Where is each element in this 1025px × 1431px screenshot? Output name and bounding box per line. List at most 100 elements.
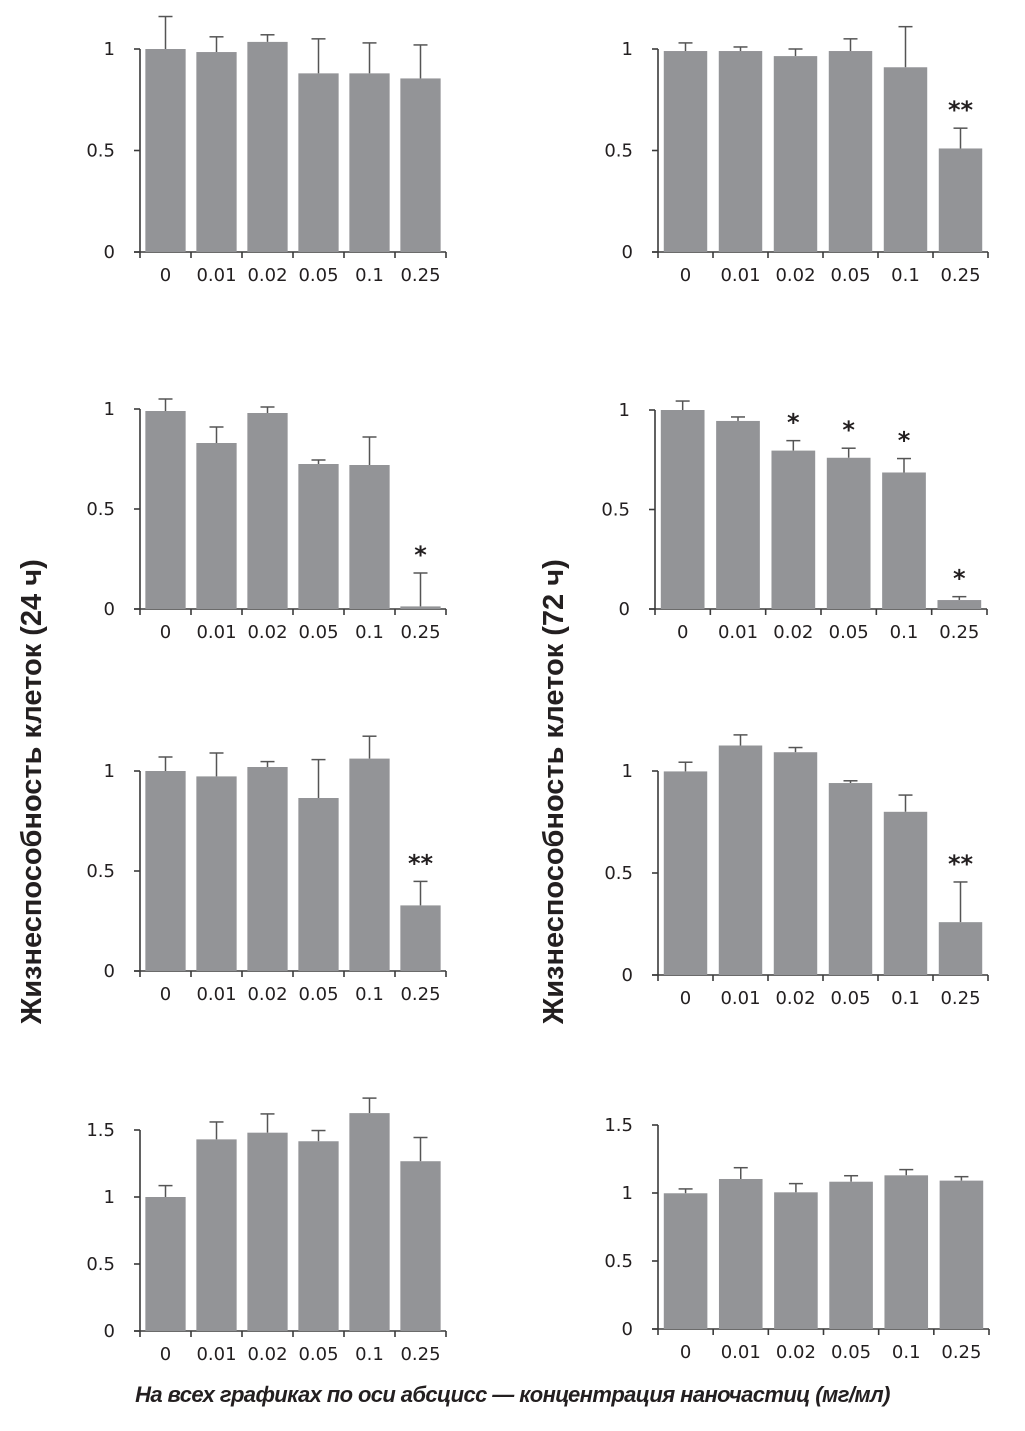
bar <box>829 1181 873 1329</box>
y-tick-label: 1 <box>104 761 115 782</box>
y-axis-label-72h: Жизнеспособность клеток (72 ч) <box>538 559 570 1024</box>
x-tick-label: 0 <box>160 984 171 1005</box>
x-tick-label: 0.25 <box>400 265 440 286</box>
x-tick-label: 0.01 <box>721 1342 761 1363</box>
x-tick-label: 0.05 <box>830 988 870 1009</box>
y-tick-label: 0 <box>622 965 633 986</box>
bar <box>196 52 237 252</box>
bar <box>298 73 339 252</box>
significance-mark: * <box>842 416 855 444</box>
significance-mark: * <box>953 565 966 593</box>
bar <box>298 464 339 609</box>
y-tick-label: 1.5 <box>86 1120 115 1141</box>
x-tick-label: 0 <box>160 622 171 643</box>
bar <box>663 51 708 252</box>
y-tick-label: 0 <box>622 242 633 263</box>
x-tick-label: 0.01 <box>196 984 236 1005</box>
y-tick-label: 0 <box>104 961 115 982</box>
bar <box>349 73 390 252</box>
bar <box>247 41 288 252</box>
x-tick-label: 0.05 <box>298 265 338 286</box>
significance-mark: * <box>898 427 911 455</box>
significance-mark: ** <box>948 850 974 878</box>
bar <box>196 443 237 609</box>
x-tick-label: 0.05 <box>298 984 338 1005</box>
bar <box>939 1180 984 1329</box>
bar-chart-8: 0 0.5 1 1.5 0 0.01 0.02 0.05 0.1 0.25 <box>604 1115 990 1363</box>
bar <box>883 811 928 975</box>
bar <box>663 1193 708 1329</box>
x-tick-label: 0.02 <box>775 265 815 286</box>
x-tick-label: 0.02 <box>247 265 287 286</box>
significance-mark: ** <box>408 849 434 877</box>
bar <box>828 51 873 252</box>
y-tick-label: 1 <box>104 1187 115 1208</box>
y-tick-label: 0.5 <box>86 861 115 882</box>
significance-mark: * <box>787 409 800 437</box>
bar <box>718 1178 763 1329</box>
x-tick-label: 0.02 <box>775 988 815 1009</box>
x-tick-label: 0.1 <box>891 265 920 286</box>
x-tick-label: 0.25 <box>940 265 980 286</box>
x-tick-label: 0 <box>680 988 691 1009</box>
x-tick-label: 0.01 <box>196 622 236 643</box>
x-tick-label: 0.1 <box>892 1342 921 1363</box>
x-tick-label: 0 <box>680 1342 691 1363</box>
x-tick-label: 0.1 <box>355 265 384 286</box>
x-tick-label: 0.01 <box>196 265 236 286</box>
x-tick-label: 0.05 <box>298 1344 338 1365</box>
bar-chart-7: 0 0.5 1 1.5 0 0.01 0.02 0.05 0.1 0.25 <box>86 1097 447 1365</box>
x-tick-label: 0.02 <box>247 1344 287 1365</box>
y-tick-label: 1 <box>622 761 633 782</box>
y-tick-label: 0 <box>619 599 630 620</box>
bar <box>145 411 186 609</box>
bar <box>718 745 763 975</box>
bar-chart-5: 0 0.5 1 0 0.01 0.02 0.05 0.1 0.25 ** <box>86 735 447 1005</box>
y-tick-label: 0 <box>104 599 115 620</box>
bar <box>883 67 928 253</box>
x-tick-label: 0.25 <box>939 622 979 643</box>
x-tick-label: 0.1 <box>355 622 384 643</box>
x-tick-label: 0.05 <box>830 265 870 286</box>
bar <box>773 752 818 975</box>
bar <box>196 776 237 971</box>
x-tick-label: 0 <box>160 265 171 286</box>
x-tick-label: 0.02 <box>773 622 813 643</box>
bar <box>718 51 763 252</box>
y-tick-label: 1 <box>622 1183 633 1204</box>
y-tick-label: 1 <box>619 400 630 421</box>
x-tick-label: 0.25 <box>400 1344 440 1365</box>
bar <box>663 771 708 975</box>
bar <box>826 457 871 609</box>
y-tick-label: 0.5 <box>86 499 115 520</box>
bar <box>938 148 983 252</box>
x-tick-label: 0.02 <box>247 984 287 1005</box>
y-tick-label: 0.5 <box>604 863 633 884</box>
bar <box>247 767 288 971</box>
bar <box>145 771 186 971</box>
x-tick-label: 0.25 <box>400 984 440 1005</box>
bar-chart-2: 0 0.5 1 0 0.01 0.02 0.05 0.1 0.25 ** <box>604 25 989 286</box>
bar <box>884 1175 929 1329</box>
x-tick-label: 0.1 <box>355 984 384 1005</box>
x-tick-label: 0.05 <box>829 622 869 643</box>
significance-mark: ** <box>948 96 974 124</box>
bar <box>938 922 983 975</box>
bar <box>400 606 441 609</box>
significance-mark: * <box>414 541 427 569</box>
x-tick-label: 0.05 <box>298 622 338 643</box>
bar-chart-6: 0 0.5 1 0 0.01 0.02 0.05 0.1 0.25 ** <box>604 734 989 1009</box>
bar-chart-3: 0 0.5 1 0 0.01 0.02 0.05 0.1 0.25 * <box>86 398 447 643</box>
y-tick-label: 0.5 <box>86 1254 115 1275</box>
y-tick-label: 0 <box>622 1319 633 1340</box>
bar <box>773 56 818 253</box>
x-tick-label: 0.01 <box>720 988 760 1009</box>
bar <box>349 758 390 971</box>
bar <box>145 1197 186 1331</box>
bar <box>247 413 288 609</box>
y-axis-label-24h: Жизнеспособность клеток (24 ч) <box>16 559 48 1024</box>
bar <box>247 1132 288 1331</box>
x-tick-label: 0 <box>677 622 688 643</box>
y-tick-label: 0.5 <box>604 141 633 162</box>
